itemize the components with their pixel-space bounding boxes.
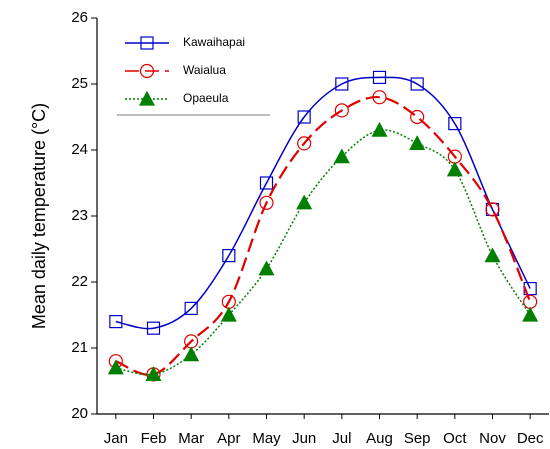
legend-label: Waialua bbox=[183, 63, 226, 77]
data-point bbox=[409, 135, 426, 150]
data-point bbox=[333, 148, 350, 164]
series-line bbox=[115, 96, 532, 376]
series-line bbox=[115, 76, 531, 330]
data-point bbox=[259, 176, 274, 190]
y-tick-label: 25 bbox=[71, 75, 88, 92]
data-point bbox=[410, 77, 424, 91]
x-tick-label: Aug bbox=[366, 430, 393, 447]
y-tick-label: 21 bbox=[71, 339, 88, 356]
data-point bbox=[448, 116, 462, 131]
data-point bbox=[372, 90, 387, 105]
series-line bbox=[115, 129, 531, 376]
data-point bbox=[109, 315, 123, 329]
x-tick-label: May bbox=[252, 430, 281, 447]
x-tick-label: Jul bbox=[332, 430, 351, 447]
data-point bbox=[372, 70, 387, 85]
data-point bbox=[523, 294, 538, 309]
x-tick-label: Nov bbox=[479, 430, 506, 447]
data-point bbox=[107, 359, 124, 375]
data-point bbox=[522, 306, 539, 322]
legend-marker bbox=[139, 63, 155, 79]
legend-label: Opaeula bbox=[183, 91, 229, 105]
x-tick-label: Dec bbox=[517, 430, 544, 447]
data-point bbox=[184, 301, 198, 315]
data-point bbox=[222, 249, 236, 263]
data-point bbox=[146, 321, 161, 335]
y-tick-label: 24 bbox=[71, 141, 88, 158]
y-tick-label: 20 bbox=[71, 405, 88, 422]
x-tick-label: Apr bbox=[217, 430, 240, 447]
data-point bbox=[296, 194, 313, 210]
data-point bbox=[335, 77, 349, 91]
legend-marker bbox=[138, 90, 156, 106]
data-point bbox=[145, 366, 162, 381]
x-tick-label: Jan bbox=[104, 430, 128, 447]
data-point bbox=[297, 136, 312, 151]
x-tick-label: Mar bbox=[178, 430, 204, 447]
data-point bbox=[183, 346, 200, 362]
y-axis-label: Mean daily temperature (°C) bbox=[29, 103, 49, 329]
data-point bbox=[258, 260, 275, 276]
y-tick-label: 22 bbox=[71, 273, 88, 290]
legend-marker bbox=[140, 36, 154, 50]
data-point bbox=[410, 109, 425, 125]
data-point bbox=[446, 161, 463, 177]
x-tick-label: Oct bbox=[443, 430, 467, 447]
data-point bbox=[259, 195, 274, 210]
data-point bbox=[334, 103, 349, 118]
y-tick-label: 23 bbox=[71, 207, 88, 224]
data-point bbox=[220, 306, 237, 322]
x-tick-label: Feb bbox=[141, 430, 167, 447]
x-tick-label: Sep bbox=[404, 430, 431, 447]
data-point bbox=[484, 247, 501, 263]
legend-label: Kawaihapai bbox=[183, 35, 245, 49]
y-tick-label: 26 bbox=[71, 9, 88, 26]
x-tick-label: Jun bbox=[292, 430, 316, 447]
data-point bbox=[297, 110, 311, 124]
data-point bbox=[485, 202, 500, 217]
data-point bbox=[371, 121, 388, 137]
